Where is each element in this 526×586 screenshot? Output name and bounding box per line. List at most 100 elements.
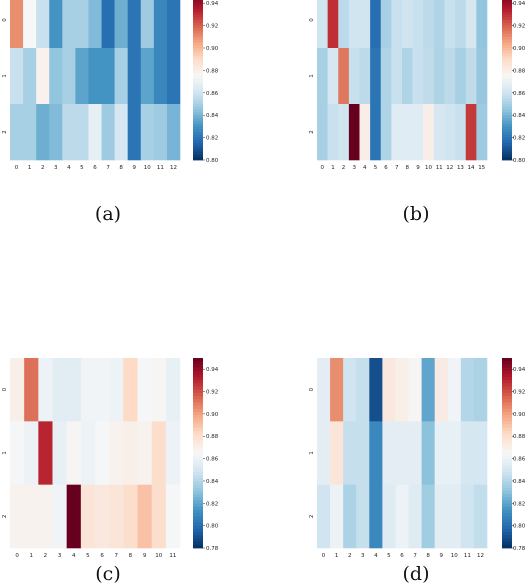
x-tick-label: 4 xyxy=(67,165,71,171)
colorbar-tick-label: 0.82 xyxy=(206,501,218,507)
heatmap-cell xyxy=(166,104,181,161)
heatmap-cell xyxy=(348,48,360,105)
x-tick-label: 13 xyxy=(457,165,464,171)
colorbar-segment xyxy=(193,151,203,155)
heatmap-cell xyxy=(36,0,50,49)
colorbar-segment xyxy=(193,59,203,63)
colorbar-segment xyxy=(193,405,203,410)
x-tick-label: 2 xyxy=(348,553,352,559)
x-tick-label: 0 xyxy=(321,165,325,171)
heatmap-cell xyxy=(359,104,371,161)
colorbar-tick-label: 0.86 xyxy=(513,91,526,97)
heatmap-cell xyxy=(317,48,328,105)
colorbar-segment xyxy=(193,67,203,71)
heatmap-cell xyxy=(165,358,181,422)
heatmap-cell xyxy=(62,48,76,105)
heatmap-cell xyxy=(317,484,331,549)
heatmap-cell xyxy=(343,421,357,485)
heatmap-cell xyxy=(460,421,475,485)
y-tick-label: 1 xyxy=(309,74,315,78)
heatmap-cell xyxy=(49,48,63,105)
colorbar-segment xyxy=(193,81,203,85)
x-tick-label: 5 xyxy=(80,165,84,171)
heatmap-cell xyxy=(151,358,167,422)
heatmap-cell xyxy=(395,358,409,422)
y-tick-label: 0 xyxy=(2,387,8,391)
heatmap-cell xyxy=(476,48,488,105)
heatmap-cell xyxy=(370,104,382,161)
colorbar-segment xyxy=(502,424,512,429)
colorbar-segment xyxy=(502,101,512,105)
colorbar-segment xyxy=(193,516,203,520)
colorbar-segment xyxy=(502,449,512,454)
colorbar-segment xyxy=(193,48,203,52)
heatmap-cell xyxy=(317,358,331,422)
colorbar-segment xyxy=(193,421,203,425)
colorbar-segment xyxy=(502,500,512,505)
colorbar-segment xyxy=(193,112,203,116)
colorbar-segment xyxy=(502,506,512,511)
colorbar-segment xyxy=(193,31,203,35)
heatmap-cell xyxy=(10,484,25,549)
heatmap-cell xyxy=(10,0,24,49)
colorbar-segment xyxy=(193,443,203,448)
x-tick-label: 11 xyxy=(436,165,443,171)
heatmap-cell xyxy=(327,0,339,49)
colorbar-segment xyxy=(502,418,512,422)
colorbar-segment xyxy=(193,503,203,508)
y-tick-label: 0 xyxy=(309,387,315,391)
colorbar-segment xyxy=(502,22,512,26)
colorbar-tick-label: 0.94 xyxy=(513,367,526,373)
colorbar-segment xyxy=(502,525,512,530)
colorbar-segment xyxy=(193,386,203,391)
y-tick-label: 0 xyxy=(309,18,315,22)
colorbar-segment xyxy=(502,538,512,543)
colorbar-segment xyxy=(193,380,203,384)
colorbar-segment xyxy=(193,487,203,492)
colorbar-segment xyxy=(193,92,203,96)
heatmap-cell xyxy=(402,104,413,161)
heatmap-cell xyxy=(10,421,25,485)
colorbar-segment xyxy=(502,437,512,441)
colorbar-segment xyxy=(502,462,512,467)
heatmap-cell xyxy=(370,48,382,105)
colorbar-segment xyxy=(193,20,203,24)
heatmap-cell xyxy=(137,421,152,485)
colorbar-segment xyxy=(193,541,203,546)
heatmap-cell xyxy=(140,48,155,105)
heatmap-cell xyxy=(38,484,53,549)
colorbar-segment xyxy=(502,134,512,138)
colorbar-segment xyxy=(193,6,203,10)
heatmap-cell xyxy=(114,0,128,49)
colorbar-segment xyxy=(502,516,512,520)
colorbar-segment xyxy=(502,519,512,524)
colorbar-segment xyxy=(193,402,203,406)
colorbar-segment xyxy=(193,95,203,99)
x-tick-label: 11 xyxy=(169,553,176,559)
colorbar-segment xyxy=(502,8,512,12)
colorbar-segment xyxy=(502,64,512,68)
heatmap-cell xyxy=(151,421,167,485)
heatmap-cell xyxy=(330,484,344,549)
colorbar-segment xyxy=(193,538,203,543)
heatmap-cell xyxy=(49,104,63,161)
colorbar-tick-label: 0.90 xyxy=(513,46,526,52)
heatmap-cell xyxy=(444,48,456,105)
heatmap-cell xyxy=(75,48,89,105)
colorbar-segment xyxy=(502,386,512,391)
x-tick-label: 7 xyxy=(115,553,119,559)
colorbar-segment xyxy=(502,84,512,88)
colorbar-segment xyxy=(502,487,512,492)
x-tick-label: 1 xyxy=(331,165,335,171)
colorbar-segment xyxy=(193,364,203,368)
colorbar-segment xyxy=(502,95,512,99)
heatmap-cell xyxy=(101,0,115,49)
heatmap-cell xyxy=(109,421,124,485)
heatmap-cell xyxy=(460,484,475,549)
colorbar-segment xyxy=(502,411,512,416)
colorbar-segment xyxy=(502,494,512,498)
colorbar-segment xyxy=(502,497,512,501)
heatmap-cell xyxy=(356,358,370,422)
colorbar-tick-label: 0.88 xyxy=(206,68,219,74)
